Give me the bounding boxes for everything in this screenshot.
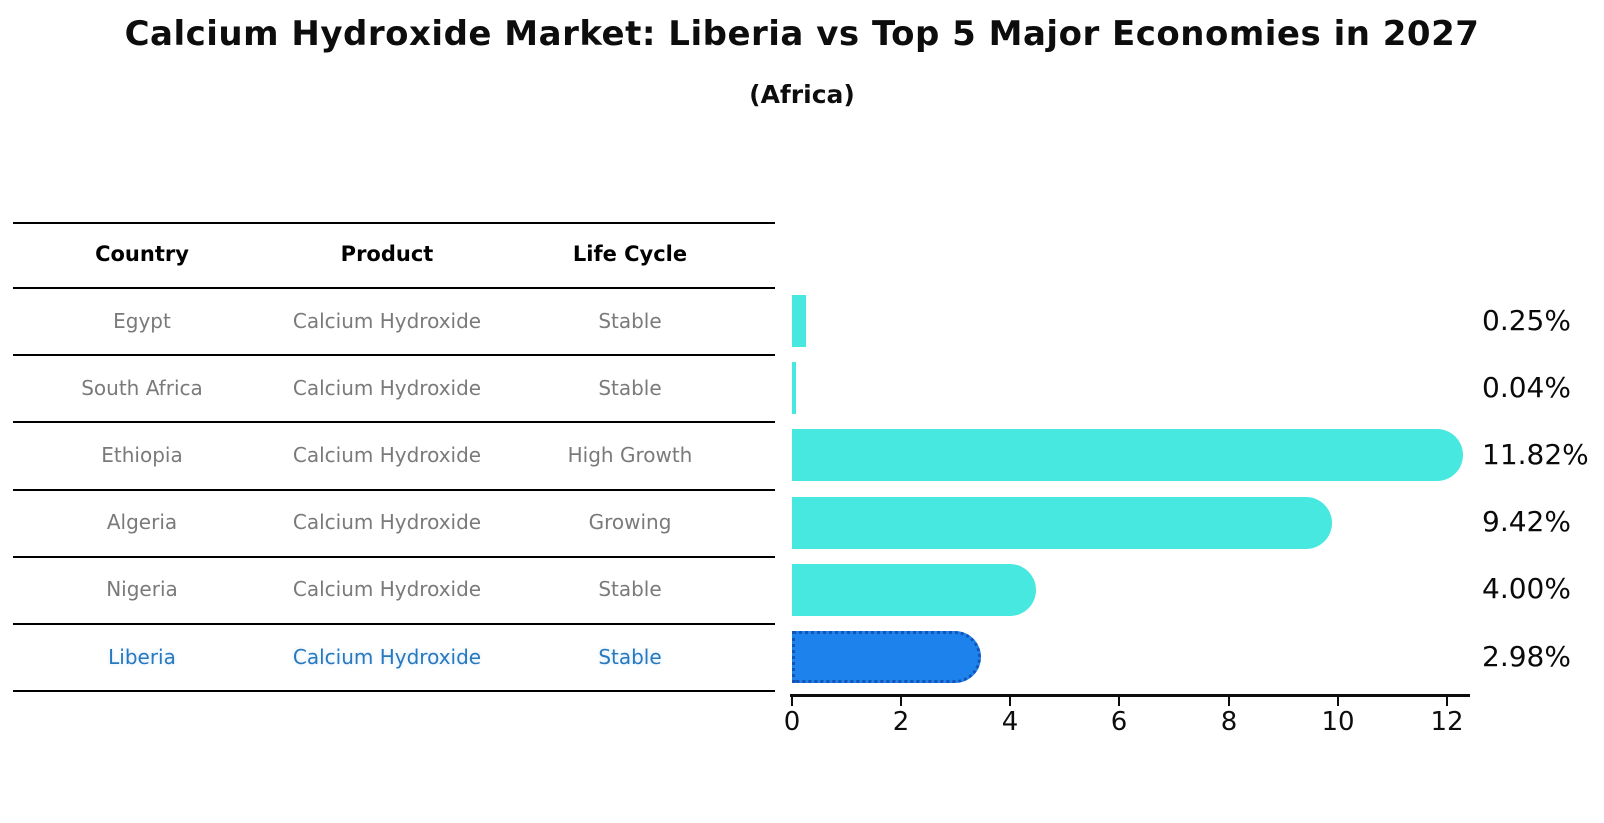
table-header-life-cycle: Life Cycle — [572, 242, 688, 266]
table-cell-product: Calcium Hydroxide — [292, 443, 482, 467]
table-cell-life-cycle: Growing — [588, 510, 672, 534]
table-cell-product: Calcium Hydroxide — [292, 309, 482, 333]
x-axis-tick — [1337, 697, 1339, 706]
x-axis-tick — [1118, 697, 1120, 706]
table-row-line — [13, 354, 775, 356]
x-axis-tick-label: 2 — [892, 707, 910, 737]
x-axis-tick — [1009, 697, 1011, 706]
table-cell-product: Calcium Hydroxide — [292, 510, 482, 534]
x-axis-tick — [900, 697, 902, 706]
x-axis-tick-label: 10 — [1321, 707, 1355, 737]
x-axis-tick — [1228, 697, 1230, 706]
table-cell-country: Algeria — [106, 510, 178, 534]
x-axis-tick-label: 6 — [1110, 707, 1128, 737]
table-row-line — [13, 623, 775, 625]
bar-algeria — [792, 497, 1332, 549]
bar-value-label: 0.25% — [1482, 304, 1571, 337]
table-row-line — [13, 287, 775, 289]
table-row-line — [13, 421, 775, 423]
bar-south-africa — [792, 362, 796, 414]
bar-nigeria — [792, 564, 1036, 616]
table-cell-product: Calcium Hydroxide — [292, 645, 482, 669]
table-cell-product: Calcium Hydroxide — [292, 577, 482, 601]
table-cell-life-cycle: Stable — [598, 645, 662, 669]
table-cell-country: South Africa — [81, 376, 203, 400]
bar-value-label: 9.42% — [1482, 505, 1571, 538]
table-row-line — [13, 556, 775, 558]
table-cell-country: Nigeria — [106, 577, 178, 601]
bar-egypt — [792, 295, 806, 347]
table-cell-life-cycle: High Growth — [567, 443, 693, 467]
x-axis-tick — [1446, 697, 1448, 706]
bar-value-label: 11.82% — [1482, 438, 1589, 471]
table-row-line — [13, 690, 775, 692]
x-axis-tick-label: 4 — [1001, 707, 1019, 737]
table-cell-country: Ethiopia — [101, 443, 183, 467]
bar-liberia-highlight — [792, 631, 981, 683]
table-cell-country: Egypt — [113, 309, 171, 333]
table-cell-country: Liberia — [108, 645, 176, 669]
x-axis-line — [790, 694, 1470, 697]
x-axis-tick-label: 8 — [1220, 707, 1238, 737]
bar-value-label: 4.00% — [1482, 572, 1571, 605]
chart-title: Calcium Hydroxide Market: Liberia vs Top… — [124, 14, 1480, 54]
table-header-country: Country — [95, 242, 189, 266]
table-top-line — [13, 222, 775, 224]
table-cell-product: Calcium Hydroxide — [292, 376, 482, 400]
table-cell-life-cycle: Stable — [598, 376, 662, 400]
table-cell-life-cycle: Stable — [598, 577, 662, 601]
chart-subtitle: (Africa) — [749, 80, 855, 109]
table-row-line — [13, 489, 775, 491]
bar-value-label: 0.04% — [1482, 371, 1571, 404]
bar-value-label: 2.98% — [1482, 640, 1571, 673]
table-cell-life-cycle: Stable — [598, 309, 662, 333]
x-axis-tick-label: 0 — [783, 707, 801, 737]
x-axis-tick — [791, 697, 793, 706]
x-axis-tick-label: 12 — [1430, 707, 1464, 737]
bar-ethiopia — [792, 429, 1463, 481]
table-header-product: Product — [340, 242, 434, 266]
